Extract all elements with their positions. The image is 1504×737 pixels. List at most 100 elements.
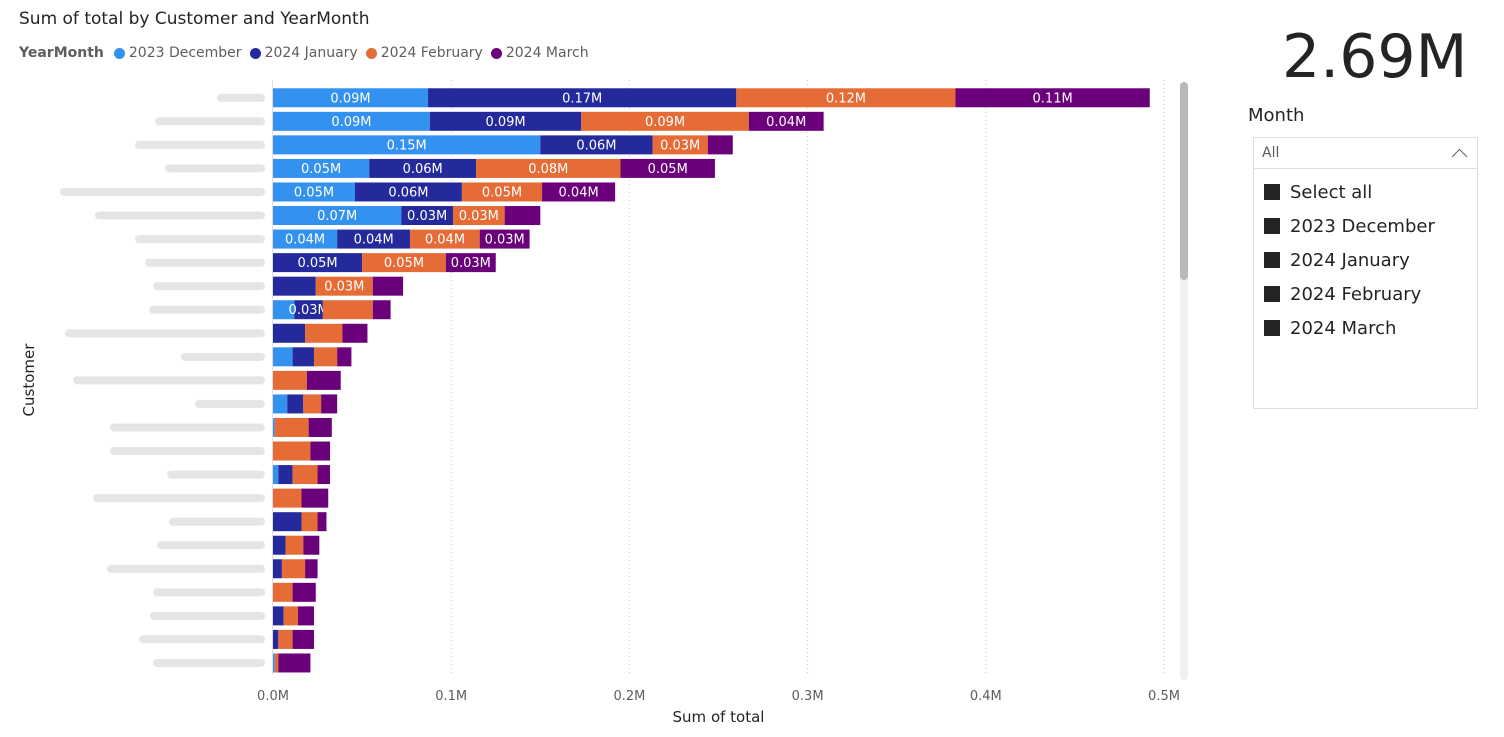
bar-segment[interactable] [273, 323, 306, 343]
bar-segment[interactable] [287, 394, 304, 414]
bar-segment[interactable] [303, 535, 320, 555]
legend-item-2024-january[interactable]: 2024 January [249, 45, 358, 61]
bar-segment[interactable] [278, 465, 293, 485]
bar-segment[interactable] [310, 441, 331, 461]
bar-segment[interactable] [297, 606, 314, 626]
bar-segment[interactable] [748, 111, 824, 131]
chevron-up-icon[interactable] [1451, 148, 1468, 164]
bar-segment[interactable] [273, 229, 338, 249]
bar-segment[interactable] [410, 229, 480, 249]
bar-segment[interactable] [429, 111, 582, 131]
bar-segment[interactable] [401, 206, 453, 226]
bar-segment[interactable] [354, 182, 462, 202]
bar-segment[interactable] [274, 417, 309, 437]
bar-segment[interactable] [273, 135, 541, 155]
bar-segment[interactable] [362, 253, 446, 273]
slicer-item-2024-february[interactable]: 2024 February [1254, 277, 1477, 311]
bar-segment[interactable] [273, 394, 288, 414]
bar-segment[interactable] [273, 370, 307, 390]
bar-segment[interactable] [301, 512, 318, 532]
bar-segment[interactable] [294, 300, 323, 320]
bar-segment[interactable] [321, 394, 338, 414]
bar-segment[interactable] [278, 629, 293, 649]
bar-segment[interactable] [273, 253, 363, 273]
bar-segment[interactable] [504, 206, 541, 226]
checkbox-icon[interactable] [1264, 184, 1280, 200]
bar-segment[interactable] [283, 606, 298, 626]
checkbox-icon[interactable] [1264, 252, 1280, 268]
bar-segment[interactable] [445, 253, 496, 273]
bar-segment[interactable] [342, 323, 368, 343]
bar-segment[interactable] [372, 300, 391, 320]
bar-segment[interactable] [736, 88, 956, 108]
slicer-item-2023-december[interactable]: 2023 December [1254, 209, 1477, 243]
checkbox-icon[interactable] [1264, 286, 1280, 302]
chart-scrollbar[interactable] [1180, 82, 1188, 680]
bar-segment[interactable] [322, 300, 373, 320]
bar-segment[interactable] [479, 229, 530, 249]
bar-segment[interactable] [337, 229, 411, 249]
slicer-item-2024-january[interactable]: 2024 January [1254, 243, 1477, 277]
bar-segment[interactable] [273, 653, 275, 673]
bar-segment[interactable] [292, 629, 314, 649]
checkbox-icon[interactable] [1264, 218, 1280, 234]
bar-segment[interactable] [274, 653, 279, 673]
bar-segment[interactable] [273, 276, 316, 296]
bar-segment[interactable] [273, 535, 286, 555]
bar-segment[interactable] [337, 347, 352, 367]
bar-segment[interactable] [955, 88, 1150, 108]
bar-segment[interactable] [273, 88, 429, 108]
bar-segment[interactable] [273, 629, 279, 649]
bar-segment[interactable] [273, 512, 302, 532]
bar-segment[interactable] [273, 559, 282, 579]
bar-segment[interactable] [273, 441, 311, 461]
bar-segment[interactable] [273, 417, 275, 437]
bar-segment[interactable] [285, 535, 304, 555]
bar-segment[interactable] [461, 182, 543, 202]
bar-segment[interactable] [315, 276, 373, 296]
bar-segment[interactable] [540, 135, 653, 155]
scrollbar-thumb[interactable] [1180, 82, 1188, 280]
bar-segment[interactable] [292, 582, 316, 602]
bar-segment[interactable] [273, 488, 302, 508]
slicer-dropdown[interactable]: All [1254, 138, 1477, 169]
legend-item-2024-february[interactable]: 2024 February [365, 45, 483, 61]
slicer-item-2024-march[interactable]: 2024 March [1254, 311, 1477, 345]
bar-segment[interactable] [273, 347, 293, 367]
bar-segment[interactable] [281, 559, 306, 579]
slicer-item-select-all[interactable]: Select all [1254, 175, 1477, 209]
bar-segment[interactable] [278, 653, 311, 673]
bar-segment[interactable] [620, 158, 715, 178]
bar-segment[interactable] [317, 465, 331, 485]
bar-segment[interactable] [273, 606, 284, 626]
bar-segment[interactable] [301, 488, 329, 508]
checkbox-icon[interactable] [1264, 320, 1280, 336]
bar-segment[interactable] [292, 347, 314, 367]
bar-segment[interactable] [313, 347, 338, 367]
legend-item-2023-december[interactable]: 2023 December [113, 45, 242, 61]
bar-segment[interactable] [273, 582, 293, 602]
bar-segment[interactable] [581, 111, 749, 131]
bar-segment[interactable] [476, 158, 621, 178]
bar-segment[interactable] [308, 417, 332, 437]
bar-segment[interactable] [305, 323, 343, 343]
bar-segment[interactable] [305, 559, 318, 579]
bar-segment[interactable] [369, 158, 477, 178]
bar-segment[interactable] [317, 512, 327, 532]
bar-segment[interactable] [273, 158, 370, 178]
bar-segment[interactable] [707, 135, 733, 155]
bar-segment[interactable] [372, 276, 404, 296]
bar-segment[interactable] [273, 465, 279, 485]
bar-segment[interactable] [452, 206, 505, 226]
bar-segment[interactable] [292, 465, 318, 485]
bar-segment[interactable] [306, 370, 341, 390]
bar-segment[interactable] [652, 135, 708, 155]
bar-segment[interactable] [542, 182, 616, 202]
bar-segment[interactable] [428, 88, 737, 108]
bar-segment[interactable] [273, 206, 402, 226]
bar-segment[interactable] [273, 111, 430, 131]
bar-segment[interactable] [273, 300, 295, 320]
legend-item-2024-march[interactable]: 2024 March [490, 45, 589, 61]
bar-segment[interactable] [273, 182, 355, 202]
bar-segment[interactable] [303, 394, 322, 414]
